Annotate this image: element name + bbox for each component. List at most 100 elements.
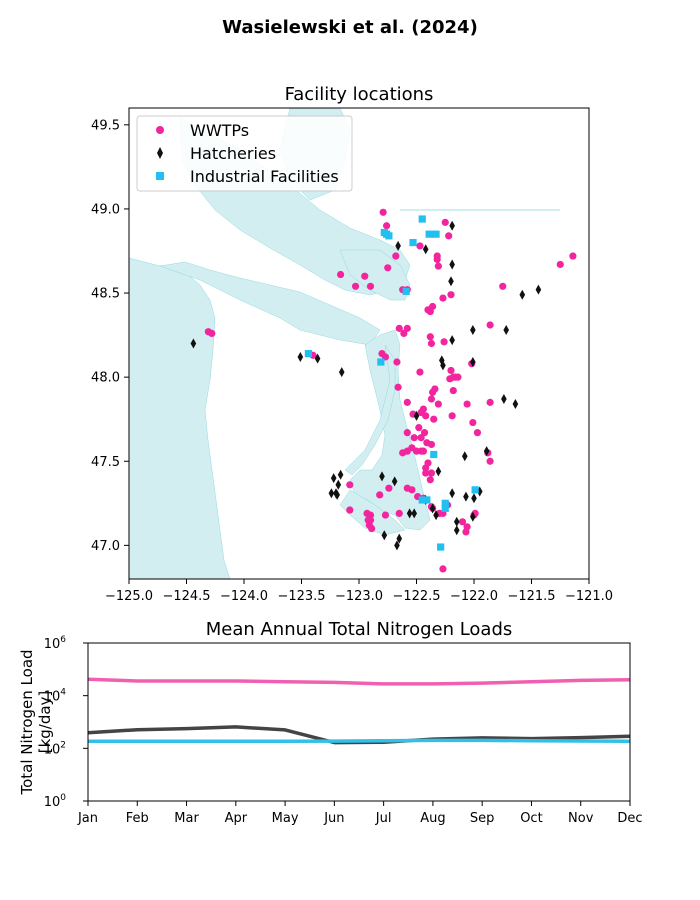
square-point	[437, 543, 445, 551]
circle-point	[486, 321, 494, 329]
circle-point	[376, 491, 384, 499]
circle-point	[449, 387, 457, 395]
diamond-point	[471, 493, 477, 504]
circle-point	[415, 424, 423, 432]
diamond-point	[470, 511, 476, 522]
diamond-point	[453, 525, 460, 536]
strait-of-juan-de-fuca	[159, 261, 381, 346]
square-point	[423, 496, 431, 504]
circle-point	[440, 338, 448, 346]
square-point	[377, 358, 385, 366]
circle-point	[422, 469, 430, 477]
map-title: Facility locations	[285, 84, 434, 105]
diamond-point	[413, 410, 420, 421]
diamond-point	[422, 244, 429, 255]
puget-sound	[349, 329, 431, 531]
circle-point	[499, 282, 507, 290]
diamond-point	[406, 508, 413, 519]
diamond-point	[470, 357, 476, 368]
circle-point	[420, 429, 429, 437]
square-point	[441, 499, 449, 507]
circle-point	[422, 464, 430, 472]
y-tick-label: 48.5	[91, 287, 120, 302]
circle-point	[366, 282, 375, 290]
diamond-point	[449, 220, 455, 231]
legend-industrial-label: Industrial Facilities	[190, 167, 339, 186]
loads-x-axis: Jan Feb Mar Apr May Jun Jul Aug Sep Oct Nov Dec	[77, 801, 643, 826]
y-tick-label: 104	[44, 688, 67, 705]
square-point	[471, 486, 479, 494]
circle-point	[458, 518, 467, 526]
month-label: Aug	[420, 811, 445, 826]
month-label: Oct	[520, 811, 542, 826]
month-label: Sep	[470, 811, 495, 826]
diamond-point	[411, 508, 417, 519]
square-point	[432, 230, 440, 238]
circle-point	[447, 366, 455, 375]
square-point	[430, 450, 438, 459]
legend-wwtp-icon	[156, 126, 164, 134]
diamond-point	[462, 451, 468, 462]
diamond-point	[429, 503, 436, 514]
circle-point	[403, 398, 411, 406]
circle-point	[486, 457, 494, 465]
circle-point	[417, 434, 425, 442]
circle-point	[426, 333, 434, 341]
square-point	[409, 238, 417, 247]
x-tick-label: −122.5	[392, 589, 440, 604]
circle-point	[400, 329, 408, 338]
map-marks	[190, 208, 577, 573]
diamond-point	[470, 325, 476, 336]
loads-y-axis: 100 102 104 106	[44, 635, 88, 810]
circle-point	[394, 383, 402, 391]
y-tick-label: 49.5	[91, 118, 120, 133]
circle-point	[427, 469, 436, 477]
month-label: Nov	[568, 811, 594, 826]
circle-point	[384, 264, 392, 272]
circle-point	[366, 516, 375, 524]
diamond-point	[463, 491, 469, 502]
diamond-point	[512, 399, 519, 410]
circle-point	[403, 447, 411, 455]
x-tick-label: −121.0	[565, 589, 613, 604]
map-x-axis: −125.0 −124.5 −124.0 −123.5 −123.0 −122.5 −122…	[105, 579, 613, 604]
square-point	[383, 230, 391, 238]
legend-box	[136, 115, 353, 192]
circle-point	[448, 412, 456, 420]
diamond-point	[449, 335, 455, 346]
month-label: Feb	[126, 811, 149, 826]
circle-point	[208, 329, 216, 338]
diamond-point	[335, 479, 342, 490]
circle-point	[416, 242, 424, 250]
circle-point	[430, 415, 438, 423]
circle-point	[486, 398, 494, 406]
circle-point	[439, 565, 447, 573]
diamond-point	[297, 351, 304, 362]
square-point	[402, 287, 410, 295]
circle-point	[469, 418, 477, 427]
circle-point	[381, 511, 390, 519]
diamond-point	[395, 240, 401, 251]
legend-hatchery-label: Hatcheries	[190, 144, 276, 163]
circle-point	[351, 282, 360, 290]
diamond-point	[439, 355, 445, 366]
legend-wwtp-label: WWTPs	[190, 121, 249, 140]
circle-point	[366, 511, 375, 519]
circle-point	[408, 486, 416, 494]
x-tick-label: −124.0	[220, 589, 268, 604]
circle-point	[383, 222, 391, 230]
y-tick-label: 106	[44, 635, 67, 652]
circle-point	[427, 440, 436, 449]
circle-point	[439, 294, 447, 302]
diamond-point	[330, 473, 337, 484]
x-tick-label: −121.5	[507, 589, 555, 604]
y-tick-label: 47.5	[91, 455, 120, 470]
square-point	[441, 504, 449, 512]
diamond-point	[394, 540, 400, 551]
circle-point	[385, 484, 393, 492]
square-point	[418, 215, 426, 223]
hood-canal	[344, 344, 396, 476]
circle-point	[433, 255, 441, 263]
circle-point	[395, 509, 403, 517]
legend-hatchery-icon	[157, 147, 163, 159]
